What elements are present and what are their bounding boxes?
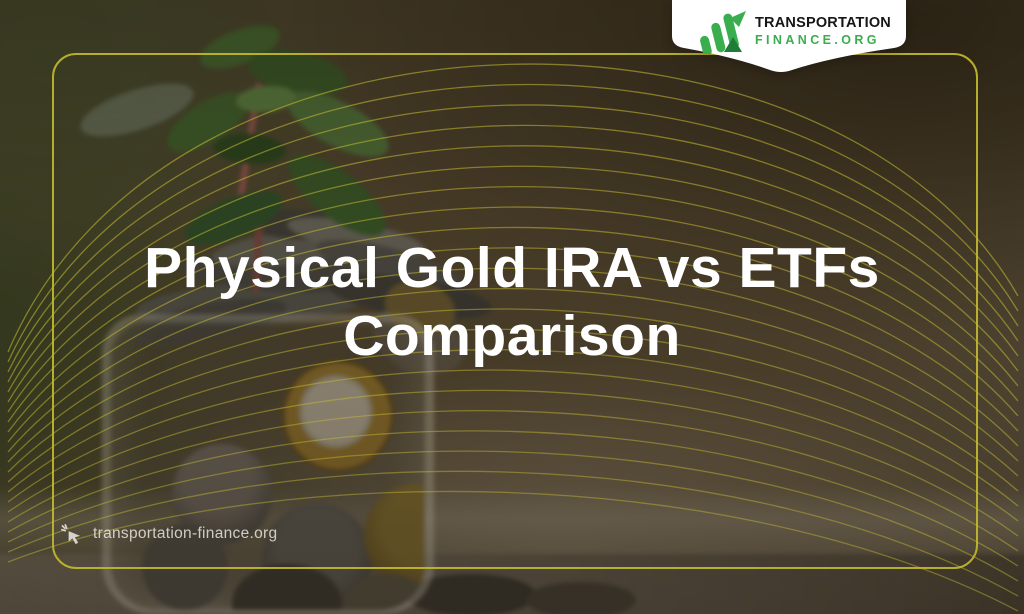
- photo-coins-in-jar: [112, 324, 424, 610]
- brand-name-top: TRANSPORTATION: [755, 15, 891, 31]
- coin: [406, 574, 536, 614]
- cursor-click-icon: [61, 524, 81, 545]
- page-title: Physical Gold IRA vs ETFs Comparison: [0, 234, 1024, 370]
- growth-chart-logo-icon: [700, 11, 746, 54]
- title-line-2: Comparison: [343, 304, 681, 368]
- watermark-url: transportation-finance.org: [93, 525, 278, 542]
- title-line-1: Physical Gold IRA vs ETFs: [144, 236, 880, 300]
- frame-border: [52, 53, 978, 569]
- site-watermark: transportation-finance.org: [60, 523, 277, 545]
- brand-name-bottom: FINANCE.ORG: [755, 33, 880, 47]
- coin-bimetallic: [282, 360, 394, 472]
- coin: [526, 582, 636, 614]
- brand-logo: TRANSPORTATION FINANCE.ORG: [672, 0, 906, 80]
